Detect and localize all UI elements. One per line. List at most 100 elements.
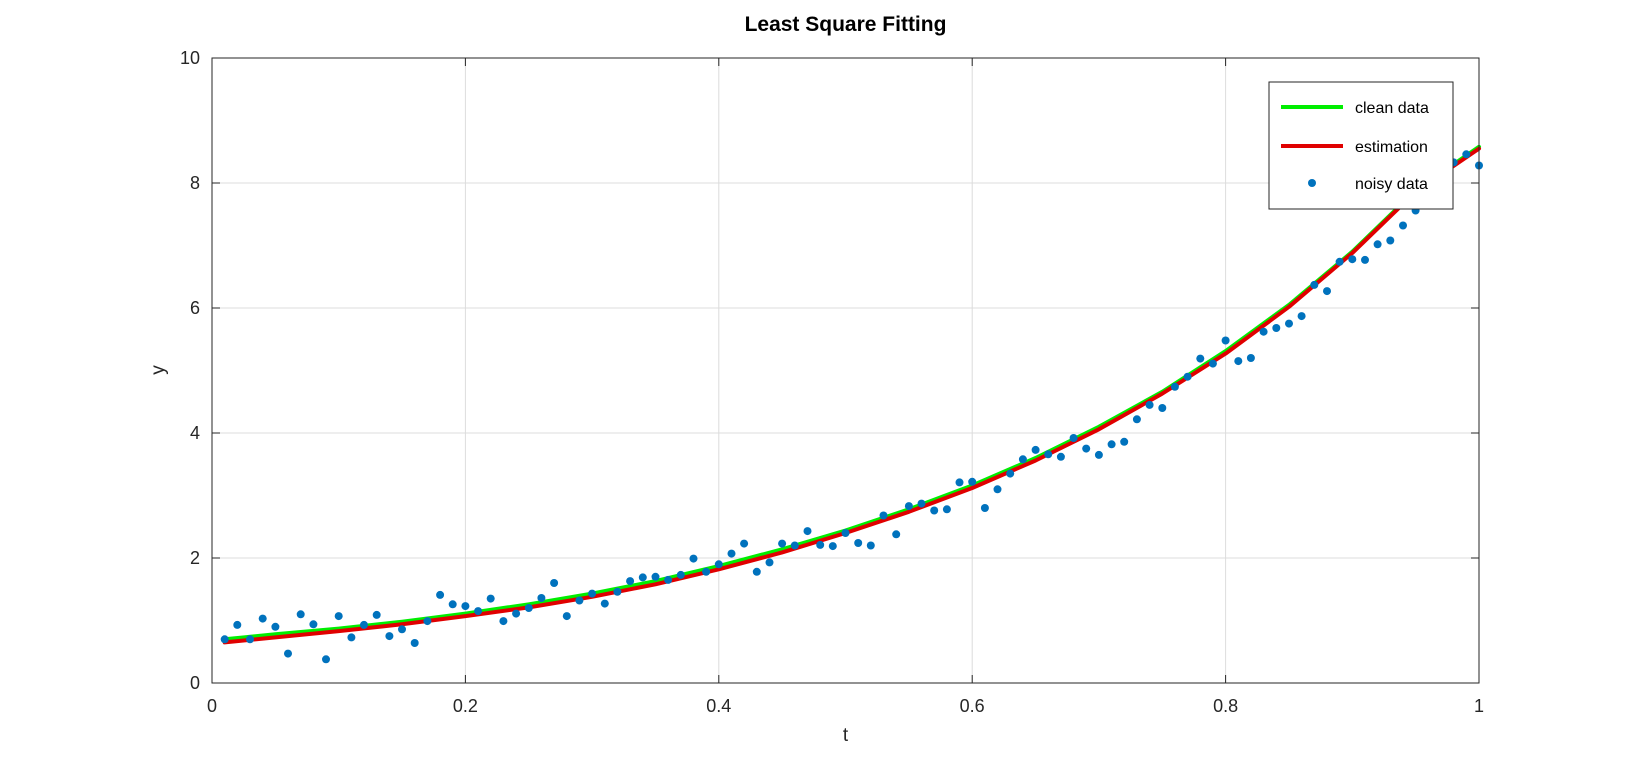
data-point-noisy-data [752,567,761,576]
data-point-noisy-data [854,539,863,547]
data-point-noisy-data [917,499,926,508]
data-point-noisy-data [727,549,736,558]
data-point-noisy-data [1234,357,1243,366]
data-point-noisy-data [1462,150,1471,159]
data-point-noisy-data [613,587,622,596]
legend-label-clean-data: clean data [1355,100,1429,117]
data-point-noisy-data [892,530,901,539]
data-point-noisy-data [778,539,787,548]
data-point-noisy-data [499,617,508,626]
data-point-noisy-data [1246,354,1255,362]
series-layer [220,144,1483,664]
data-point-noisy-data [1221,336,1230,345]
y-tick-label: 8 [190,173,200,193]
data-point-noisy-data [626,577,635,586]
data-point-noisy-data [423,617,432,626]
data-point-noisy-data [436,590,445,599]
legend: clean data estimation noisy data [1268,81,1454,210]
grid [212,58,1479,683]
data-point-noisy-data [600,599,609,608]
data-point-noisy-data [588,589,597,598]
x-tick-label: 0.8 [1213,696,1238,716]
data-point-noisy-data [474,607,483,616]
data-point-noisy-data [1158,404,1167,412]
data-point-noisy-data [1094,450,1103,459]
data-point-noisy-data [676,570,685,579]
y-tick-label: 4 [190,423,200,443]
data-point-noisy-data [664,575,673,584]
data-point-noisy-data [702,567,711,576]
data-point-noisy-data [1272,324,1281,332]
data-point-noisy-data [1069,434,1078,442]
data-point-noisy-data [689,554,698,563]
data-point-noisy-data [955,478,964,487]
data-point-noisy-data [803,527,812,536]
data-point-noisy-data [1285,319,1293,328]
x-tick-label: 0.4 [706,696,731,716]
data-point-noisy-data [271,622,280,631]
data-point-noisy-data [334,612,343,621]
data-point-noisy-data [512,609,521,618]
data-point-noisy-data [562,612,571,621]
plot-background [212,58,1479,683]
data-point-noisy-data [1018,455,1027,464]
legend-label-noisy-data: noisy data [1355,176,1428,193]
legend-label-estimation: estimation [1355,139,1428,156]
data-point-noisy-data [322,655,330,664]
data-point-noisy-data [841,529,850,537]
data-point-noisy-data [1335,257,1344,266]
data-point-noisy-data [372,610,381,619]
data-point-noisy-data [1386,236,1395,245]
data-point-noisy-data [220,635,229,644]
data-point-noisy-data [1259,327,1268,336]
data-point-noisy-data [765,558,774,567]
data-point-noisy-data [284,649,292,658]
data-point-noisy-data [980,504,989,512]
data-point-noisy-data [866,541,875,550]
data-point-noisy-data [1044,450,1053,459]
data-point-noisy-data [1323,287,1331,296]
data-point-noisy-data [296,610,305,619]
data-point-noisy-data [385,632,394,641]
data-point-noisy-data [942,505,951,514]
y-axis-label: y [148,365,169,375]
data-point-noisy-data [360,620,368,629]
data-point-noisy-data [1297,312,1306,321]
data-point-noisy-data [638,573,647,582]
x-axis-label: t [843,725,849,746]
y-tick-label: 0 [190,673,200,693]
data-point-noisy-data [575,596,584,605]
data-point-noisy-data [1170,382,1179,391]
x-tick-label: 0.6 [960,696,985,716]
x-tick-label: 1 [1474,696,1484,716]
data-point-noisy-data [1399,221,1407,230]
data-point-noisy-data [258,614,267,623]
data-point-noisy-data [1082,444,1091,453]
data-point-noisy-data [816,540,825,549]
data-point-noisy-data [828,542,837,551]
legend-swatch-noisy-data [1308,179,1316,187]
data-point-noisy-data [486,594,495,603]
data-point-noisy-data [1031,445,1040,454]
data-point-noisy-data [347,633,356,642]
data-point-noisy-data [233,620,242,629]
data-point-noisy-data [879,511,888,520]
y-tick-label: 10 [180,48,200,68]
data-point-noisy-data [1056,452,1065,461]
y-tick-label: 6 [190,298,200,318]
plot-frame [211,57,1480,684]
data-point-noisy-data [790,541,799,550]
data-point-noisy-data [993,485,1002,494]
data-point-noisy-data [448,600,457,609]
data-point-noisy-data [1132,415,1141,424]
data-point-noisy-data [246,635,254,644]
data-point-noisy-data [461,602,470,611]
data-point-noisy-data [651,572,660,581]
data-point-noisy-data [714,560,723,569]
data-point-noisy-data [1196,354,1205,363]
data-point-noisy-data [930,506,939,515]
data-point-noisy-data [1183,372,1192,381]
data-point-noisy-data [1208,359,1217,368]
x-tick-label: 0 [207,696,217,716]
